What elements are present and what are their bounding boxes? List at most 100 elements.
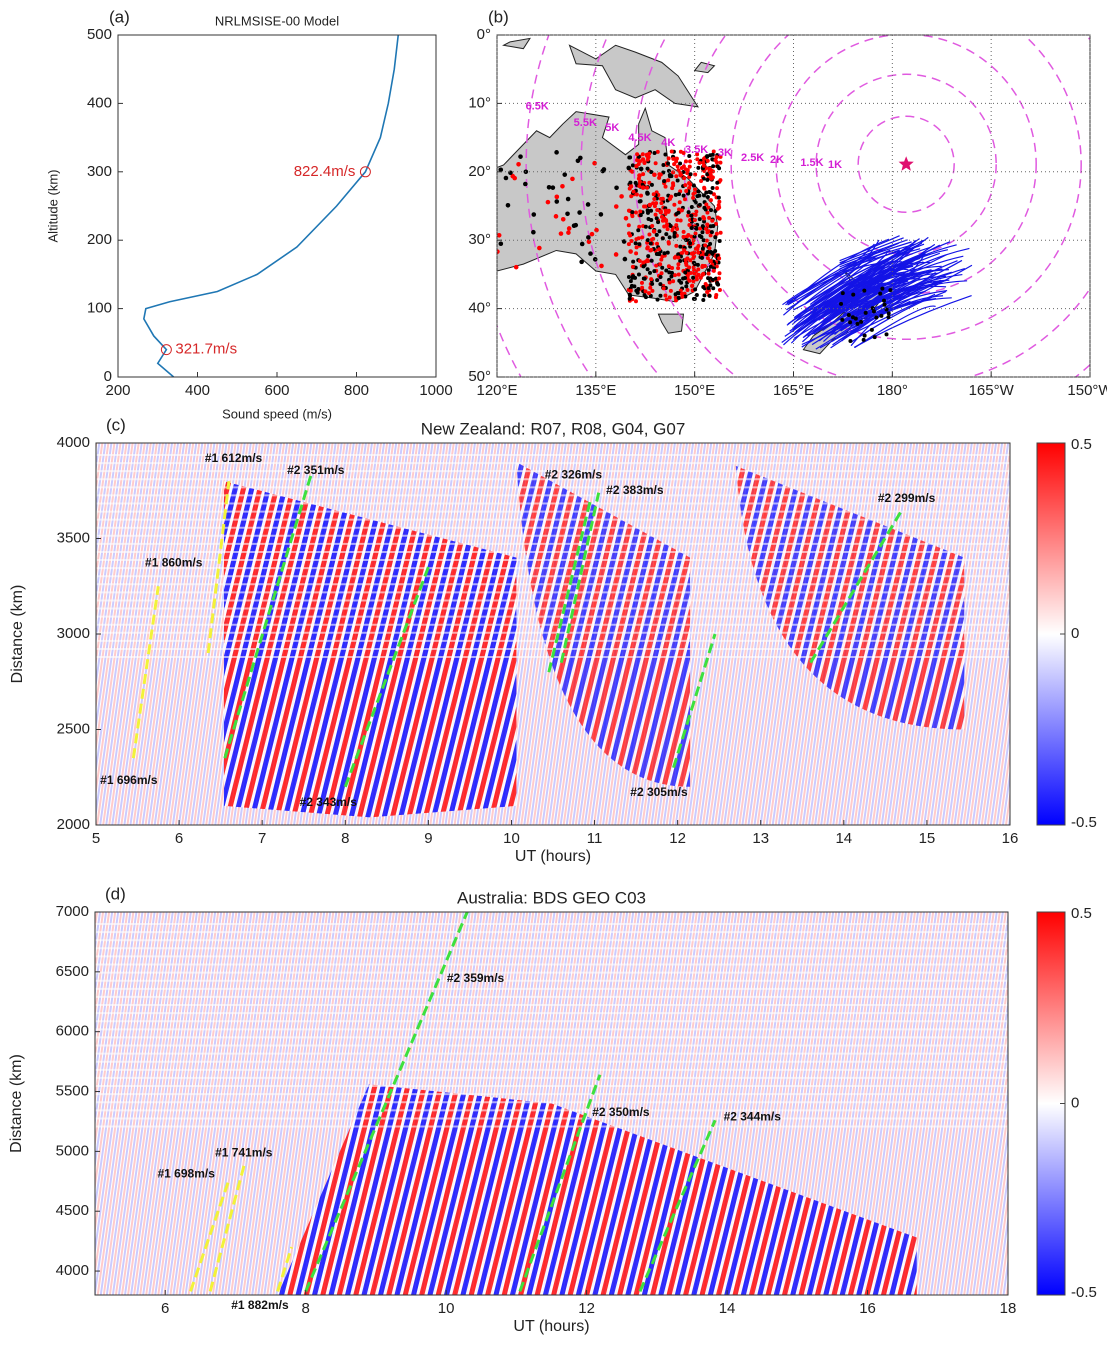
station <box>649 247 654 252</box>
x-tick-label: 15 <box>919 830 936 847</box>
station <box>710 277 715 282</box>
station <box>672 273 677 278</box>
x-axis-label: UT (hours) <box>515 848 591 865</box>
x-tick-label: 8 <box>341 830 349 847</box>
y-tick-label: 7000 <box>56 903 89 920</box>
station <box>554 199 560 204</box>
station <box>691 279 696 284</box>
station <box>711 286 716 291</box>
station <box>711 192 716 197</box>
station <box>708 233 713 238</box>
station <box>660 265 665 270</box>
ray-track <box>854 305 936 349</box>
station <box>870 306 875 311</box>
speed-annotation: #1 860m/s <box>145 556 203 570</box>
station <box>666 161 671 166</box>
colorbar-tick-label: 0 <box>1071 1094 1079 1111</box>
station <box>657 247 662 252</box>
station <box>672 255 677 260</box>
station <box>635 152 640 157</box>
station <box>646 217 651 222</box>
station <box>652 172 657 178</box>
station <box>701 297 706 302</box>
station <box>679 280 684 285</box>
station <box>629 184 634 189</box>
station <box>565 211 570 217</box>
station <box>681 234 686 239</box>
station <box>665 227 670 232</box>
station <box>669 149 674 154</box>
station <box>589 231 595 237</box>
station <box>693 172 698 177</box>
x-tick-label: 13 <box>752 830 769 847</box>
y-tick-label: 2500 <box>57 720 90 737</box>
station <box>695 262 700 267</box>
station <box>649 277 654 282</box>
station <box>880 286 885 291</box>
station <box>863 310 868 315</box>
station <box>643 289 648 294</box>
speed-annotation: #2 326m/s <box>545 467 603 481</box>
station <box>701 238 706 243</box>
station <box>708 190 713 195</box>
station <box>697 217 702 222</box>
station <box>862 333 867 338</box>
speed-annotation: #2 383m/s <box>606 483 664 497</box>
land <box>568 44 699 108</box>
station <box>701 193 706 198</box>
station <box>687 153 692 158</box>
station <box>550 185 556 190</box>
station <box>491 249 496 254</box>
station <box>658 262 663 267</box>
distance-ring <box>525 35 593 377</box>
station <box>645 267 650 272</box>
station <box>687 278 692 283</box>
station <box>640 185 646 190</box>
station <box>566 226 572 231</box>
colorbar-tick-label: -0.5 <box>1071 1284 1097 1301</box>
ray-track <box>802 260 894 323</box>
x-tick-label: 8 <box>302 1300 310 1317</box>
station <box>651 229 657 234</box>
y-tick-label: 100 <box>87 300 112 317</box>
station <box>640 285 645 290</box>
station <box>668 223 673 228</box>
station <box>680 251 685 256</box>
station <box>855 321 860 326</box>
station <box>672 162 677 167</box>
station <box>619 194 624 199</box>
station <box>491 216 496 221</box>
ray-track <box>839 245 920 272</box>
station <box>690 283 695 288</box>
land <box>693 61 716 74</box>
station <box>588 251 593 256</box>
station <box>594 227 599 233</box>
station <box>652 269 657 274</box>
station <box>566 230 571 235</box>
station <box>655 149 660 154</box>
station <box>654 216 659 221</box>
station <box>705 210 710 215</box>
x-tick-label: 6 <box>175 830 183 847</box>
colorbar-tick-label: 0.5 <box>1071 905 1092 922</box>
contour-label: 4K <box>661 137 675 149</box>
station <box>697 202 702 207</box>
station <box>656 220 661 225</box>
station <box>658 210 663 215</box>
contour-label: 4.5K <box>628 132 651 144</box>
chart-title: NRLMSISE-00 Model <box>215 13 339 28</box>
station <box>682 248 687 253</box>
station <box>846 313 851 318</box>
station <box>666 156 671 161</box>
station <box>490 207 495 212</box>
station <box>666 178 671 183</box>
station <box>671 279 676 284</box>
station <box>693 225 698 230</box>
ray-track <box>830 277 928 349</box>
station <box>654 232 659 237</box>
station <box>689 213 694 218</box>
speed-line <box>276 1246 294 1292</box>
station <box>881 298 886 303</box>
station <box>462 202 467 207</box>
station <box>598 212 604 217</box>
